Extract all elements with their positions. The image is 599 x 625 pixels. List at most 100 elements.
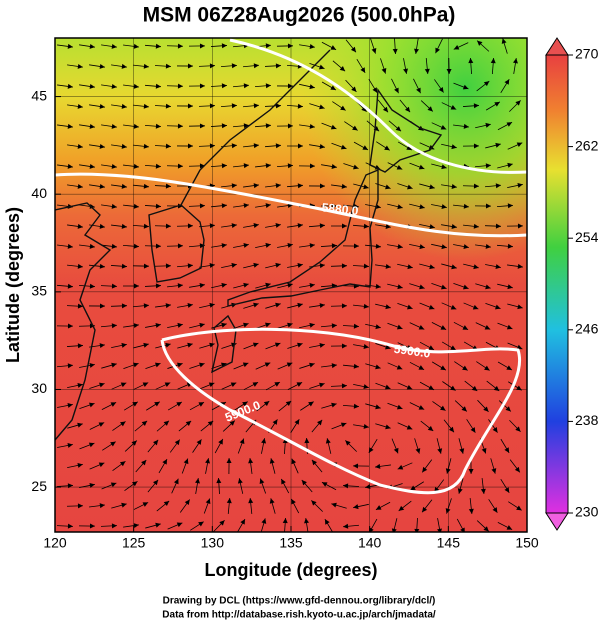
streamline-arrowhead [265,282,271,288]
streamline-arrowhead [460,527,465,532]
streamline-arrowhead [275,103,281,109]
streamline-arrowhead [331,203,337,209]
streamline-arrowhead [133,163,139,169]
streamline-arrowhead [309,322,315,328]
credit: Data from http://database.rish.kyoto-u.a… [162,610,436,621]
streamline-arrowhead [187,263,193,269]
streamline-arrowhead [324,519,330,525]
streamline-arrowhead [501,38,507,44]
streamline-arrowhead [483,81,490,87]
streamline-arrowhead [495,304,501,310]
streamline-arrowhead [318,64,325,70]
streamline-arrowhead [304,518,309,524]
streamline-arrowhead [353,203,359,209]
title: MSM 06Z28Aug2026 (500.0hPa) [143,4,456,27]
y-tick-label: 45 [31,87,47,103]
streamline-arrowhead [463,284,469,290]
streamline-arrowhead [221,282,227,288]
streamline-arrowhead [187,63,193,69]
streamline-arrowhead [428,345,435,350]
streamline-arrowhead [448,426,455,433]
streamline-arrowhead [133,283,139,289]
streamline-arrowhead [331,243,337,249]
streamline-arrowhead [459,448,465,454]
streamline-arrowhead [297,342,303,348]
streamline-arrowhead [133,83,139,89]
streamline-arrowhead [407,304,413,310]
streamline-arrowhead [121,103,127,109]
streamline-arrowhead [462,365,468,371]
streamline-arrowhead [371,48,377,54]
contour-line [160,327,522,495]
streamline-arrowhead [121,303,127,309]
streamline-arrowhead [385,263,391,269]
streamline-arrowhead [155,323,161,328]
streamline-arrowhead [428,304,435,310]
streamline-arrowhead [422,466,428,473]
streamline-arrowhead [385,224,391,229]
streamline-arrowhead [265,242,271,248]
streamline-arrowhead [265,83,271,89]
streamline-arrowhead [440,124,447,130]
streamline-arrowhead [199,123,205,129]
colorbar-tick-label: 238 [575,412,599,428]
coastline [210,314,237,374]
streamline-arrowhead [77,422,83,428]
streamline-arrowhead [253,63,259,69]
streamline-arrowhead [418,324,425,330]
colorbar-tick-label: 246 [575,321,599,337]
streamline-arrowhead [165,223,171,229]
streamline-arrowhead [492,507,498,513]
streamline-arrowhead [89,283,95,289]
streamline-arrowhead [440,365,446,371]
streamline-arrowhead [174,439,180,446]
streamline-arrowhead [429,224,435,230]
streamline-arrowhead [173,478,179,485]
streamline-arrowhead [133,523,139,529]
streamline-arrowhead [199,203,205,209]
streamline-arrowhead [309,283,315,288]
streamline-arrowhead [253,262,259,268]
streamline-arrowhead [177,83,183,89]
streamline-arrowhead [396,404,403,410]
streamline-arrowhead [221,83,227,89]
streamline-arrowhead [353,323,359,329]
streamline-arrowhead [155,123,161,129]
streamline-arrowhead [473,183,479,189]
streamline-arrowhead [99,303,105,309]
streamline-arrowhead [441,244,447,250]
streamline-arrowhead [265,203,271,209]
streamline-arrowhead [494,101,500,107]
streamline-arrowhead [243,282,249,288]
streamline-arrowhead [152,479,159,486]
streamline-arrowhead [397,464,404,470]
streamline-arrowhead [491,468,497,474]
streamline-arrowhead [375,283,381,289]
streamline-arrowhead [483,406,489,412]
streamline-arrowhead [121,183,127,189]
streamline-arrowhead [195,478,200,484]
streamline-arrowhead [121,263,127,269]
streamline-arrowhead [517,223,523,229]
streamline-arrowhead [89,402,95,408]
streamline-arrowhead [231,103,237,109]
streamline-arrowhead [165,143,171,149]
streamline-arrowhead [365,484,371,490]
streamline-arrowhead [155,163,161,169]
streamline-arrowhead [441,204,447,210]
streamline-arrowhead [325,438,331,444]
streamline-arrowhead [507,284,513,290]
streamline-arrowhead [492,427,498,433]
streamline-arrowhead [205,498,211,505]
x-tick-label: 130 [201,535,225,551]
streamline-arrowhead [269,498,275,504]
streamline-arrowhead [375,324,381,330]
streamline-arrowhead [463,244,469,250]
streamline-arrowhead [352,125,358,131]
streamline-arrowhead [243,123,249,129]
streamline-arrowhead [485,243,491,249]
streamline-arrowhead [422,506,428,513]
streamline-arrowhead [407,264,413,270]
streamline-arrowhead [89,482,95,488]
streamline-arrowhead [514,466,520,473]
